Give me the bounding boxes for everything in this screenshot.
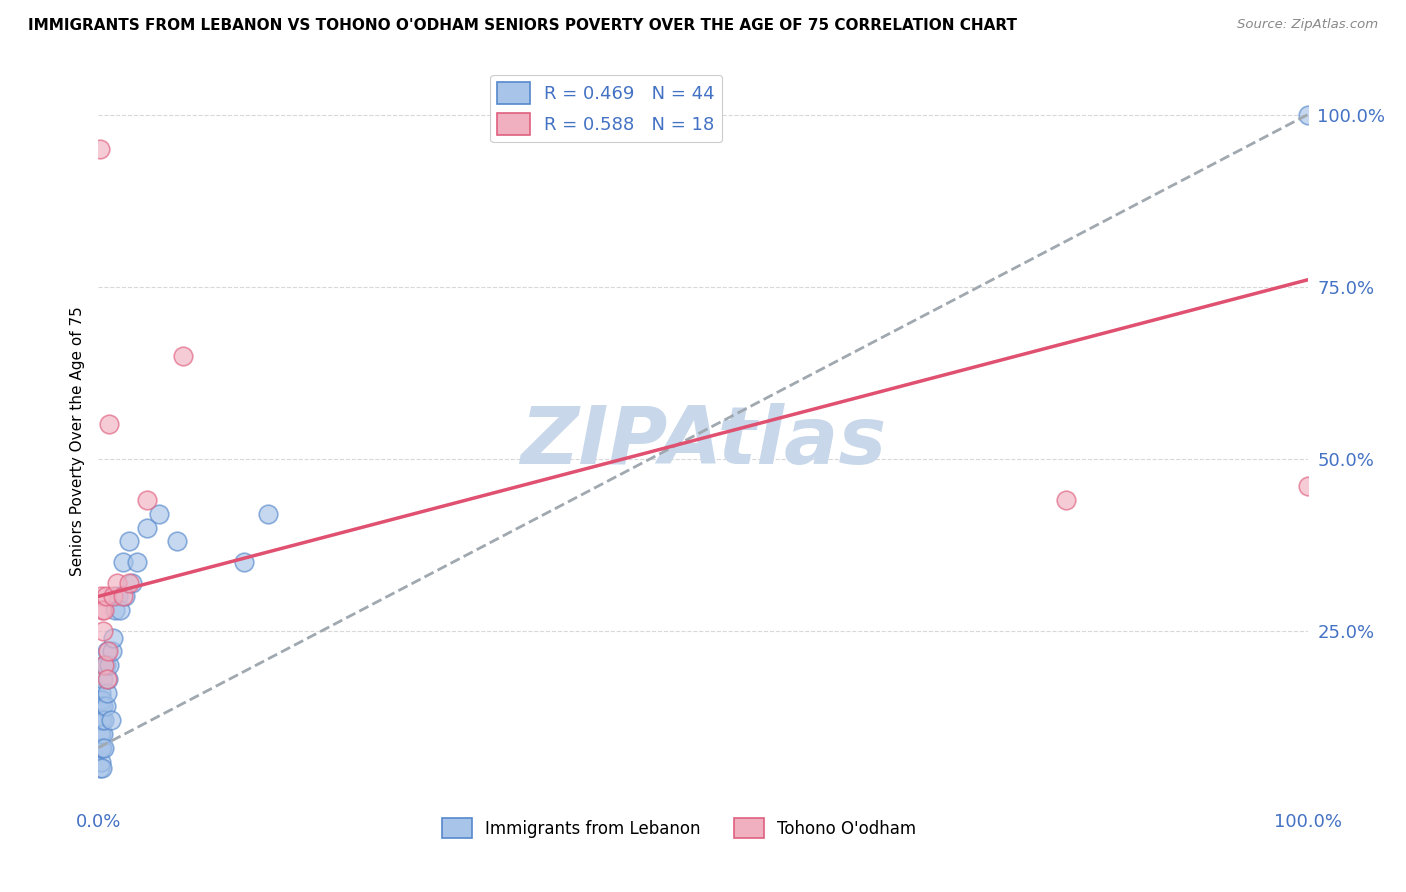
Point (90, 713, 112, 727)
Point (97, 644, 120, 658)
Point (1296, 479, 1319, 493)
Text: Source: ZipAtlas.com: Source: ZipAtlas.com (1237, 18, 1378, 31)
Point (91, 692, 114, 706)
Point (172, 349, 194, 363)
Point (105, 575, 128, 590)
Point (90, 590, 112, 604)
Point (91, 713, 114, 727)
Y-axis label: Seniors Poverty Over the Age of 75: Seniors Poverty Over the Age of 75 (69, 307, 84, 576)
Point (89, 142, 111, 156)
Point (1296, 108, 1319, 122)
Point (96, 644, 118, 658)
Point (148, 507, 170, 521)
Point (118, 575, 141, 590)
Point (91, 672, 114, 686)
Point (135, 493, 157, 508)
Point (101, 631, 124, 645)
Point (91, 603, 114, 617)
Point (256, 507, 278, 521)
Point (232, 555, 254, 569)
Point (90, 727, 112, 741)
Point (114, 590, 136, 604)
Point (107, 590, 129, 604)
Point (93, 603, 115, 617)
Point (89, 727, 111, 741)
Point (94, 590, 117, 604)
Point (90, 686, 112, 700)
Point (93, 658, 115, 673)
Point (108, 603, 131, 617)
Point (94, 658, 117, 673)
Point (96, 672, 118, 686)
Point (96, 686, 118, 700)
Point (135, 520, 157, 534)
Point (118, 534, 141, 549)
Point (111, 590, 134, 604)
Point (97, 672, 120, 686)
Point (166, 534, 188, 549)
Point (1054, 493, 1077, 508)
Point (104, 603, 127, 617)
Point (98, 658, 121, 673)
Point (93, 740, 115, 755)
Point (90, 699, 112, 714)
Point (100, 713, 122, 727)
Point (111, 555, 134, 569)
Point (100, 644, 122, 658)
Point (121, 575, 143, 590)
Point (89, 740, 111, 755)
Point (90, 755, 112, 769)
Point (127, 555, 149, 569)
Point (91, 699, 114, 714)
Point (91, 624, 114, 638)
Text: IMMIGRANTS FROM LEBANON VS TOHONO O'ODHAM SENIORS POVERTY OVER THE AGE OF 75 COR: IMMIGRANTS FROM LEBANON VS TOHONO O'ODHA… (28, 18, 1017, 33)
Point (89, 713, 111, 727)
Point (89, 761, 111, 775)
Point (93, 713, 115, 727)
Point (91, 727, 114, 741)
Point (90, 740, 112, 755)
Legend: Immigrants from Lebanon, Tohono O'odham: Immigrants from Lebanon, Tohono O'odham (434, 812, 922, 845)
Point (98, 417, 121, 432)
Point (91, 740, 114, 755)
Point (91, 761, 114, 775)
Point (93, 658, 115, 673)
Point (89, 692, 111, 706)
Point (94, 699, 117, 714)
Point (101, 590, 124, 604)
Text: ZIPAtlas: ZIPAtlas (520, 402, 886, 481)
